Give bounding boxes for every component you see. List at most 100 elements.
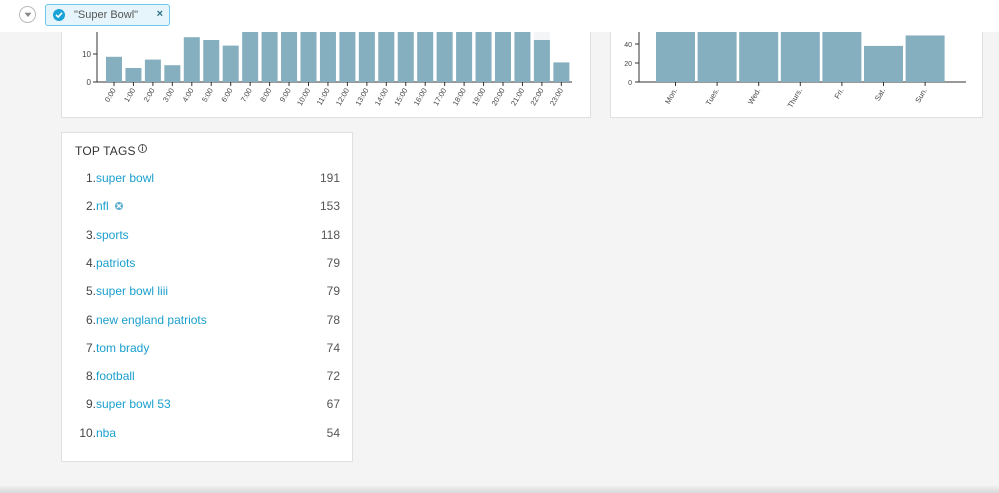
x-tick-label: 2:00: [142, 87, 157, 104]
tag-link[interactable]: tom brady: [96, 341, 149, 355]
tag-link[interactable]: super bowl liii: [96, 284, 168, 298]
x-tick-label: 9:00: [278, 87, 293, 104]
tag-rank: 1.: [85, 171, 96, 185]
bar[interactable]: [242, 22, 259, 82]
x-tick-label: 18:00: [451, 87, 468, 108]
tag-count: 153: [319, 199, 340, 214]
tag-count: 79: [326, 255, 340, 270]
tag-link[interactable]: nfl: [96, 199, 123, 213]
remove-circle-icon[interactable]: [114, 202, 123, 211]
x-tick-label: Thurs.: [786, 87, 804, 110]
top-tags-title: TOP TAGS: [75, 144, 136, 158]
tag-link[interactable]: new england patriots: [96, 313, 207, 327]
bar[interactable]: [164, 65, 181, 82]
bar[interactable]: [222, 45, 239, 82]
x-tick-label: Tues.: [704, 87, 721, 108]
y-tick-label: 20: [624, 61, 632, 68]
y-tick-label: 0: [628, 80, 632, 87]
bar[interactable]: [533, 40, 550, 82]
active-filter-chip[interactable]: "Super Bowl" ×: [45, 4, 170, 26]
bar[interactable]: [203, 40, 220, 82]
x-tick-label: 1:00: [122, 87, 137, 104]
top-tags-card: TOP TAGS i 1. super bowl 191 2. nfl 153 3. spor…: [61, 132, 353, 462]
tag-label: patriots: [96, 255, 136, 270]
bar[interactable]: [261, 22, 278, 82]
bar[interactable]: [905, 35, 945, 82]
bar[interactable]: [456, 22, 473, 82]
tag-row: 10. nba 54: [62, 426, 354, 446]
bar[interactable]: [358, 22, 375, 82]
bar[interactable]: [436, 22, 453, 82]
bar[interactable]: [281, 22, 298, 82]
tag-rank: 5.: [85, 284, 96, 299]
bar[interactable]: [397, 22, 414, 82]
tag-link[interactable]: super bowl: [96, 171, 154, 185]
tag-label: tom brady: [96, 340, 150, 355]
bar[interactable]: [553, 62, 570, 82]
bar[interactable]: [378, 22, 395, 82]
bar[interactable]: [339, 22, 356, 82]
bar[interactable]: [697, 26, 737, 82]
tag-label: new england patriots: [96, 312, 207, 327]
tag-row: 5. super bowl liii 79: [62, 284, 354, 304]
y-tick-label: 10: [82, 50, 91, 59]
x-tick-label: 22:00: [528, 87, 545, 108]
tag-row: 9. super bowl 53 67: [62, 397, 354, 417]
bar[interactable]: [106, 56, 122, 82]
tag-count: 74: [326, 340, 340, 355]
bar[interactable]: [300, 22, 317, 82]
chevron-down-icon[interactable]: [19, 6, 36, 23]
check-circle-icon: [53, 9, 65, 21]
tag-rank: 4.: [85, 255, 96, 270]
x-tick-label: 11:00: [315, 87, 332, 107]
tag-rank: 8.: [85, 369, 96, 384]
x-tick-label: 14:00: [373, 87, 390, 108]
tag-row: 2. nfl 153: [62, 199, 354, 219]
filter-label: "Super Bowl": [74, 9, 139, 21]
tag-count: 118: [320, 227, 340, 242]
x-tick-label: Sat.: [873, 87, 887, 103]
tag-rank: 10.: [79, 425, 96, 440]
tag-row: 7. tom brady 74: [62, 341, 354, 361]
x-tick-label: Mon.: [663, 87, 679, 106]
x-tick-label: 16:00: [412, 87, 429, 108]
tag-link[interactable]: football: [96, 369, 135, 383]
bar[interactable]: [780, 26, 820, 82]
bar[interactable]: [822, 26, 862, 82]
tag-link[interactable]: nba: [96, 426, 116, 440]
bar[interactable]: [739, 26, 779, 82]
bar[interactable]: [514, 22, 531, 82]
tag-count: 79: [326, 284, 340, 299]
tag-count: 191: [319, 171, 340, 185]
tag-row: 8. football 72: [62, 369, 354, 389]
bar[interactable]: [864, 45, 903, 82]
bar[interactable]: [125, 68, 142, 82]
x-tick-label: 6:00: [219, 87, 234, 104]
tag-rank: 3.: [85, 227, 96, 242]
tag-row: 4. patriots 79: [62, 256, 354, 276]
close-icon[interactable]: ×: [156, 8, 163, 20]
x-tick-label: 12:00: [334, 87, 351, 108]
x-tick-label: 3:00: [161, 87, 176, 104]
bar[interactable]: [183, 37, 200, 82]
bar[interactable]: [417, 22, 434, 82]
tag-label: nba: [96, 425, 117, 440]
tag-label: sports: [96, 227, 129, 242]
tag-link[interactable]: sports: [96, 228, 129, 242]
bar[interactable]: [144, 59, 161, 82]
tag-link[interactable]: super bowl 53: [96, 397, 171, 411]
bar[interactable]: [475, 22, 492, 82]
bar[interactable]: [319, 22, 336, 82]
x-tick-label: 8:00: [258, 87, 273, 104]
tag-row: 6. new england patriots 78: [62, 313, 354, 333]
tag-count: 54: [326, 425, 340, 440]
tag-rank: 2.: [85, 199, 96, 214]
x-tick-label: 20:00: [490, 87, 507, 108]
y-tick-label: 40: [624, 42, 632, 49]
x-tick-label: Fri.: [832, 87, 845, 101]
info-icon[interactable]: i: [138, 144, 147, 153]
bar[interactable]: [656, 26, 695, 82]
x-tick-label: 5:00: [200, 87, 215, 104]
bar[interactable]: [495, 22, 511, 82]
tag-link[interactable]: patriots: [96, 256, 135, 270]
